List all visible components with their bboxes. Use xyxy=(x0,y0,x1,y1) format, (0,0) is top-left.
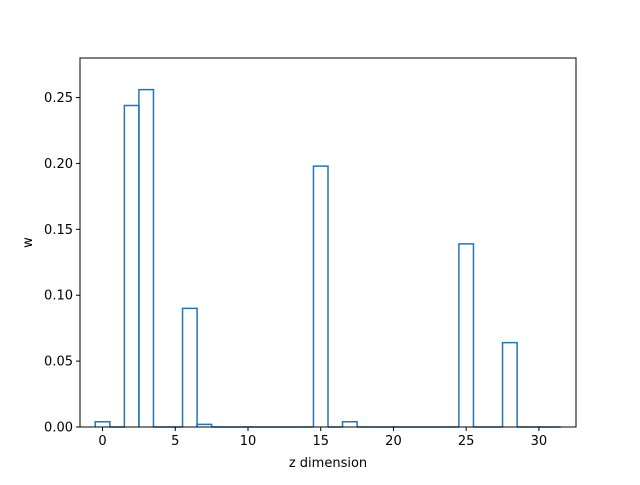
x-tick-label: 0 xyxy=(98,434,106,449)
x-tick-label: 10 xyxy=(240,434,257,449)
bar xyxy=(341,420,358,427)
y-tick-label: 0.00 xyxy=(44,421,73,436)
bar xyxy=(181,307,198,427)
bar xyxy=(94,420,111,427)
plot-area-frame xyxy=(79,57,577,428)
x-axis-ticks: 0 5 10 15 20 25 30 xyxy=(98,427,547,449)
bar xyxy=(458,243,475,427)
y-tick-label: 0.05 xyxy=(44,355,73,370)
y-axis-ticks: 0.00 0.05 0.10 0.15 0.20 0.25 xyxy=(44,91,80,436)
bar xyxy=(138,88,155,427)
bar xyxy=(501,341,518,427)
y-tick-label: 0.20 xyxy=(44,157,73,172)
bar xyxy=(312,165,329,427)
x-tick-label: 25 xyxy=(458,434,475,449)
x-tick-label: 5 xyxy=(171,434,179,449)
y-tick-label: 0.10 xyxy=(44,289,73,304)
x-axis-label: z dimension xyxy=(289,456,367,471)
x-tick-label: 20 xyxy=(385,434,402,449)
x-tick-label: 15 xyxy=(312,434,329,449)
y-axis-label: w xyxy=(21,237,36,248)
y-tick-label: 0.25 xyxy=(44,91,73,106)
bar xyxy=(196,423,213,427)
y-tick-label: 0.15 xyxy=(44,223,73,238)
x-tick-label: 30 xyxy=(531,434,548,449)
